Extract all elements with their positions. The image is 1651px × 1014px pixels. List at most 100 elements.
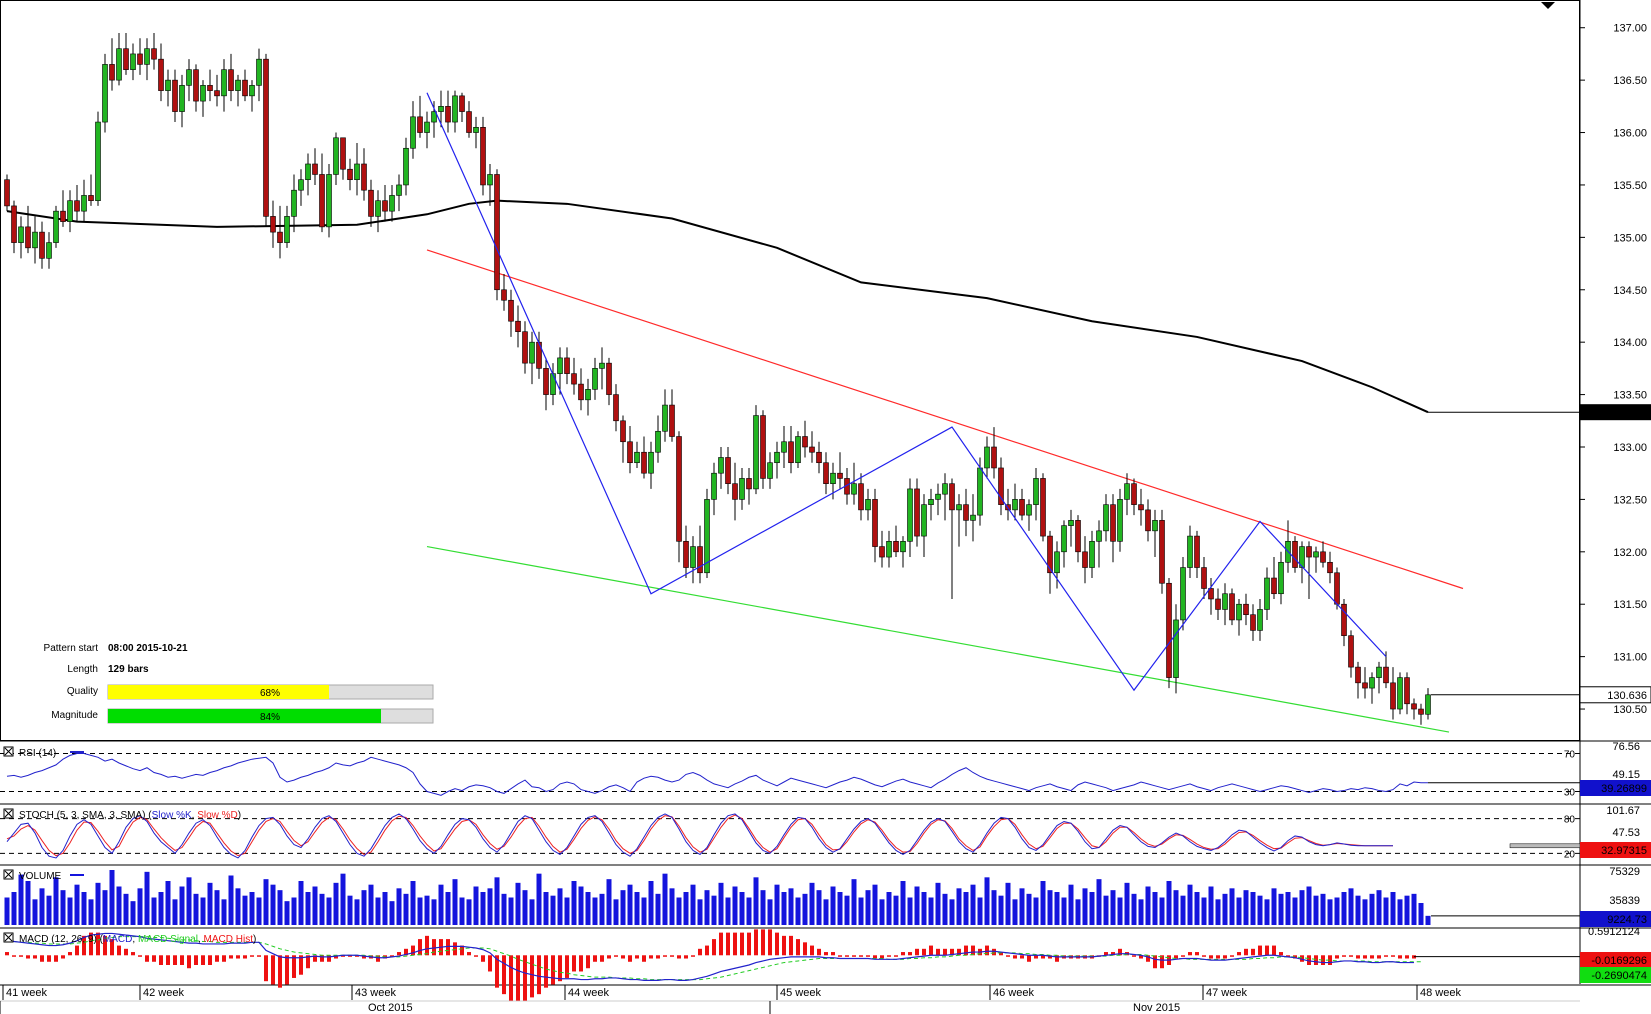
- volume-bar: [494, 877, 500, 925]
- menu-chevron-icon[interactable]: [1541, 2, 1555, 9]
- candle-body: [1404, 677, 1410, 705]
- volume-bar: [1068, 884, 1074, 925]
- macd-hist-bar: [1048, 955, 1052, 959]
- volume-bar: [1369, 893, 1375, 925]
- candle: [305, 153, 311, 196]
- macd-hist-bar: [5, 952, 9, 956]
- candle: [704, 488, 710, 579]
- candle-body: [1173, 619, 1179, 678]
- candle-body: [354, 163, 360, 181]
- candle-body: [683, 541, 689, 568]
- volume-bar: [557, 888, 563, 925]
- macd-hist-bar: [257, 955, 261, 957]
- candle: [438, 90, 444, 128]
- volume-bar: [1229, 888, 1235, 925]
- stoch-legend-k: Slow %K: [152, 810, 192, 821]
- candle: [312, 148, 318, 185]
- candle-body: [837, 472, 843, 479]
- candle: [592, 357, 598, 400]
- candle: [1320, 541, 1326, 568]
- macd-legend-sep2: ,: [198, 934, 204, 945]
- candle-body: [4, 179, 10, 207]
- volume-bar: [1145, 886, 1151, 925]
- candle: [1411, 698, 1417, 720]
- volume-bar: [53, 877, 59, 925]
- stoch-label: STOCH (5, 3, SMA, 3, SMA) (Slow %K, Slow…: [19, 810, 241, 821]
- candle-body: [200, 85, 206, 102]
- candle: [445, 90, 451, 133]
- price-y-tick-label: 136.00: [1613, 128, 1647, 140]
- candle: [641, 436, 647, 479]
- candle: [774, 441, 780, 479]
- candle: [270, 200, 276, 248]
- price-y-tick-label: 133.00: [1613, 442, 1647, 454]
- macd-label: MACD (12, 26, 9) (MACD, MACD Signal, MAC…: [19, 934, 256, 945]
- macd-hist-bar: [1265, 945, 1269, 956]
- candle-body: [1124, 483, 1130, 500]
- stoch-last-value: 32.97315: [1601, 845, 1647, 857]
- candle-body: [718, 457, 724, 474]
- candle: [879, 530, 885, 568]
- candle-body: [1299, 546, 1305, 568]
- candle: [74, 184, 80, 222]
- macd-hist-bar: [733, 932, 737, 956]
- candle-body: [914, 488, 920, 537]
- volume-bar: [641, 897, 647, 925]
- candle-body: [1348, 635, 1354, 668]
- macd-hist-bar: [502, 955, 506, 995]
- price-y-tick-label: 133.50: [1613, 390, 1647, 402]
- candle-body: [942, 483, 948, 495]
- volume-label: VOLUME: [19, 871, 62, 882]
- candle-body: [1019, 499, 1025, 516]
- volume-bar: [1215, 899, 1221, 925]
- candle: [914, 478, 920, 547]
- macd-hist-bar: [1195, 952, 1199, 956]
- pattern-length-value: 129 bars: [108, 664, 149, 675]
- volume-bar: [298, 881, 304, 925]
- volume-bar: [1411, 893, 1417, 925]
- volume-bar: [1131, 893, 1137, 925]
- macd-hist-bar: [544, 955, 548, 988]
- candle-body: [459, 95, 465, 112]
- candle: [907, 478, 913, 558]
- candle: [32, 216, 38, 264]
- macd-hist-bar: [152, 955, 156, 962]
- volume-bar: [459, 897, 465, 925]
- volume-bar: [1103, 895, 1109, 925]
- candle-body: [865, 499, 871, 511]
- candle-body: [886, 541, 892, 558]
- macd-hist-bar: [425, 935, 429, 956]
- candle: [452, 90, 458, 133]
- candle-body: [410, 116, 416, 149]
- volume-bar: [1222, 893, 1228, 925]
- volume-bar: [60, 890, 66, 925]
- price-y-tick-label: 130.50: [1613, 704, 1647, 716]
- candle-body: [305, 163, 311, 181]
- candle-body: [249, 85, 255, 97]
- candle: [655, 415, 661, 463]
- week-label: 45 week: [780, 987, 821, 999]
- candle-body: [592, 368, 598, 390]
- candle-body: [802, 436, 808, 448]
- macd-hist-bar: [26, 955, 30, 959]
- candle: [319, 153, 325, 233]
- candle: [1068, 509, 1074, 547]
- macd-hist-bar: [1405, 955, 1409, 959]
- macd-hist-bar: [33, 955, 37, 959]
- volume-bar: [732, 886, 738, 925]
- candle: [25, 205, 31, 254]
- candle-body: [1110, 504, 1116, 542]
- macd-hist-bar: [1272, 945, 1276, 956]
- macd-hist-bar: [894, 955, 898, 957]
- macd-legend-hist: MACD Hist: [204, 934, 254, 945]
- candle-body: [1166, 582, 1172, 678]
- volume-bar: [508, 897, 514, 925]
- candle-body: [515, 320, 521, 332]
- candle: [123, 32, 129, 75]
- candle: [1327, 551, 1333, 584]
- macd-hist-bar: [831, 952, 835, 956]
- candle-body: [578, 383, 584, 401]
- volume-bar: [368, 884, 374, 925]
- candle: [746, 467, 752, 505]
